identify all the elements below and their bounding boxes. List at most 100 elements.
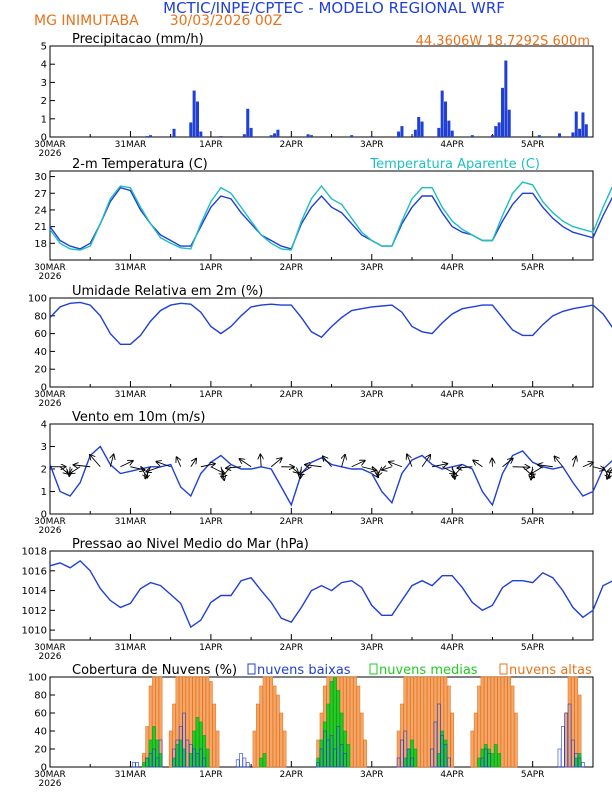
rh-panel: 30MAR 31MAR 1APR 2APR 3APR 4APR 5APR 2026 0 20 40 6… [28, 284, 612, 409]
cloud-bar-low [577, 757, 582, 768]
clouds-xtick-label: 3APR [360, 770, 384, 780]
legend-high-clouds-swatch [499, 663, 508, 675]
cloud-bar-high [507, 676, 512, 768]
run-date-label: 30/03/2026 00Z [170, 13, 283, 29]
wind-arrow [120, 461, 132, 468]
cloud-bar-high [423, 676, 428, 768]
wind-title: Vento em 10m (m/s) [72, 410, 205, 425]
wind-arrow [457, 467, 473, 468]
precip-bar [440, 90, 444, 137]
precip-bar [500, 87, 505, 137]
wind-arrow [555, 456, 564, 468]
cloud-bar-low [235, 759, 240, 768]
wind-year-label: 2026 [39, 526, 62, 536]
precip-bar [574, 111, 578, 137]
precip-bar [273, 133, 277, 137]
wind-arrow [305, 465, 322, 467]
clouds-title: Cobertura de Nuvens (%) [72, 663, 237, 678]
temp-title: 2-m Temperatura (C) [72, 157, 208, 172]
clouds-ytick-label: 100 [28, 673, 47, 684]
rh-ytick-label: 100 [28, 294, 47, 305]
rh-ytick-label: 0 [41, 383, 47, 394]
precip-bar [497, 122, 501, 137]
cloud-bar-low [182, 712, 186, 768]
cloud-bar-low [581, 762, 585, 768]
cloud-bar-low [131, 762, 136, 768]
pres-ytick-label: 1016 [22, 566, 47, 577]
wind-xtick-label: 31MAR [115, 517, 147, 527]
wind-arrow [59, 466, 68, 474]
cloud-bar-low [400, 739, 404, 768]
cloud-bar-low [437, 703, 441, 768]
cloud-bar-low [480, 757, 485, 768]
wind-ytick-label: 3 [41, 442, 47, 453]
precip-xtick-label: 31MAR [115, 140, 147, 150]
precip-bar [494, 126, 498, 137]
pres-frame [49, 550, 594, 641]
wind-xtick-label: 5APR [521, 517, 545, 527]
cloud-bar-high [473, 712, 478, 768]
cloud-bar-mid [195, 717, 200, 768]
precip-panel: 30MAR 31MAR 1APR 2APR 3APR 4APR 5APR 2026 0 1 2 3 4 5… [34, 32, 594, 159]
precip-bar [172, 128, 176, 137]
cloud-bar-high [363, 739, 367, 768]
cloud-bar-high [571, 676, 575, 768]
cloud-bar-mid [199, 721, 203, 768]
wind-xtick-label: 3APR [360, 517, 384, 527]
cloud-bar-mid [406, 748, 411, 768]
cloud-bar-low [567, 703, 572, 768]
temp-series-1 [49, 181, 612, 251]
precip-bar [490, 135, 494, 137]
temp-xtick-label: 3APR [360, 263, 384, 273]
clouds-xtick-label: 4APR [440, 770, 464, 780]
cloud-bar-mid [336, 690, 341, 768]
cloud-bar-high [447, 685, 451, 768]
precip-xtick-label: 3APR [360, 140, 384, 150]
rh-year-label: 2026 [39, 399, 62, 409]
cloud-bar-low [339, 744, 344, 768]
wind-arrow [351, 461, 365, 468]
pres-series-0 [49, 559, 612, 629]
temp-frame [49, 170, 594, 261]
precip-xtick-label: 4APR [440, 140, 464, 150]
precip-bar [306, 134, 310, 137]
clouds-year-label: 2026 [39, 779, 62, 789]
pres-year-label: 2026 [39, 652, 62, 662]
wind-arrow [190, 459, 196, 467]
pres-panel: 30MAR 31MAR 1APR 2APR 3APR 4APR 5APR 2026 1010 10… [22, 537, 612, 662]
wind-arrow [378, 466, 382, 476]
clouds-panel: 30MAR 31MAR 1APR 2APR 3APR 4APR 5APR 2026 0 20 40 6… [28, 663, 594, 789]
cloud-bar-high [450, 712, 455, 768]
clouds-xtick-label: 31MAR [115, 770, 147, 780]
cloud-bar-low [195, 753, 200, 768]
rh-series-0 [49, 301, 612, 345]
cloud-bar-low [152, 748, 156, 768]
cloud-bar-mid [155, 739, 160, 768]
precip-xtick-label: 5APR [521, 140, 545, 150]
rh-xtick-label: 31MAR [115, 390, 147, 400]
cloud-bar-high [416, 676, 421, 768]
cloud-bar-mid [487, 748, 491, 768]
rh-ytick-label: 80 [34, 311, 47, 322]
cloud-bar-mid [175, 744, 180, 768]
cloud-bar-high [282, 730, 287, 768]
cloud-bar-high [256, 703, 260, 768]
pres-ytick-label: 1014 [22, 586, 47, 597]
precip-bar [242, 134, 246, 137]
cloud-bar-mid [490, 753, 495, 768]
rh-xtick-label: 2APR [280, 390, 304, 400]
cloud-bar-low [172, 748, 176, 768]
cloud-bar-low [557, 748, 562, 768]
legend-mid-clouds: nuvens medias [379, 663, 478, 678]
cloud-bar-mid [205, 748, 210, 768]
temp-xtick-label: 2APR [280, 263, 304, 273]
cloud-bar-mid [483, 744, 488, 768]
precip-bar [447, 120, 451, 137]
pres-ytick-label: 1018 [22, 547, 47, 558]
cloud-bar-mid [403, 757, 408, 768]
cloud-bar-high [259, 685, 263, 768]
wind-arrow [502, 459, 513, 468]
cloud-bar-high [212, 703, 217, 768]
precip-bar [276, 129, 280, 137]
